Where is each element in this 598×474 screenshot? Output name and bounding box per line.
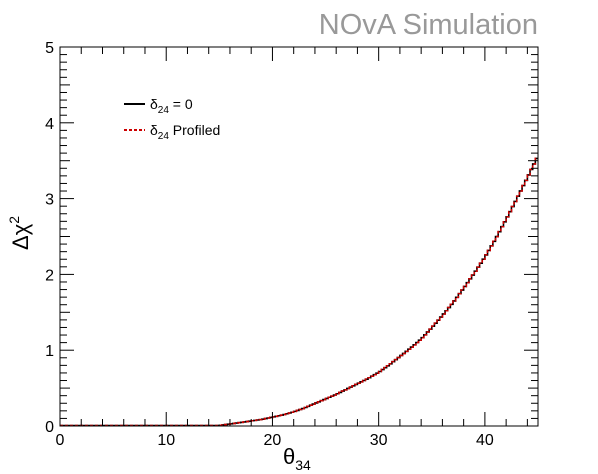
y-tick-label: 4 — [45, 116, 54, 133]
legend-label-base: δ — [150, 122, 158, 138]
y-axis-title-base: Δχ — [8, 223, 33, 250]
legend-label-rest: Profiled — [169, 122, 220, 138]
legend-label-rest: = 0 — [169, 96, 193, 112]
y-tick-label: 0 — [45, 419, 54, 436]
legend-label-base: δ — [150, 96, 158, 112]
legend-entry-1: δ24 Profiled — [150, 122, 220, 142]
legend-label-sub: 24 — [158, 105, 170, 116]
x-tick-label: 20 — [264, 432, 282, 449]
legend-label-sub: 24 — [158, 131, 170, 142]
y-tick-label: 1 — [45, 343, 54, 360]
series-line-1 — [60, 157, 538, 427]
watermark-text: NOvA Simulation — [319, 9, 538, 41]
x-tick-label: 40 — [476, 432, 494, 449]
y-tick-label: 3 — [45, 192, 54, 209]
x-axis-title-sub: 34 — [295, 457, 311, 473]
y-tick-label: 5 — [45, 40, 54, 57]
ticks-layer: 0 10 20 30 40 0 1 2 3 4 5 — [45, 40, 538, 449]
x-axis-title-base: θ — [283, 444, 295, 469]
y-tick-label: 2 — [45, 267, 54, 284]
series-line-0 — [60, 157, 538, 427]
y-axis-title: Δχ2 — [6, 216, 33, 250]
series-layer — [60, 157, 538, 427]
x-tick-label: 0 — [56, 432, 65, 449]
legend-entry-0: δ24 = 0 — [150, 96, 193, 116]
y-axis-title-sup: 2 — [6, 216, 22, 224]
x-tick-label: 30 — [370, 432, 388, 449]
x-axis-title: θ34 — [283, 444, 311, 473]
x-tick-label: 10 — [157, 432, 175, 449]
